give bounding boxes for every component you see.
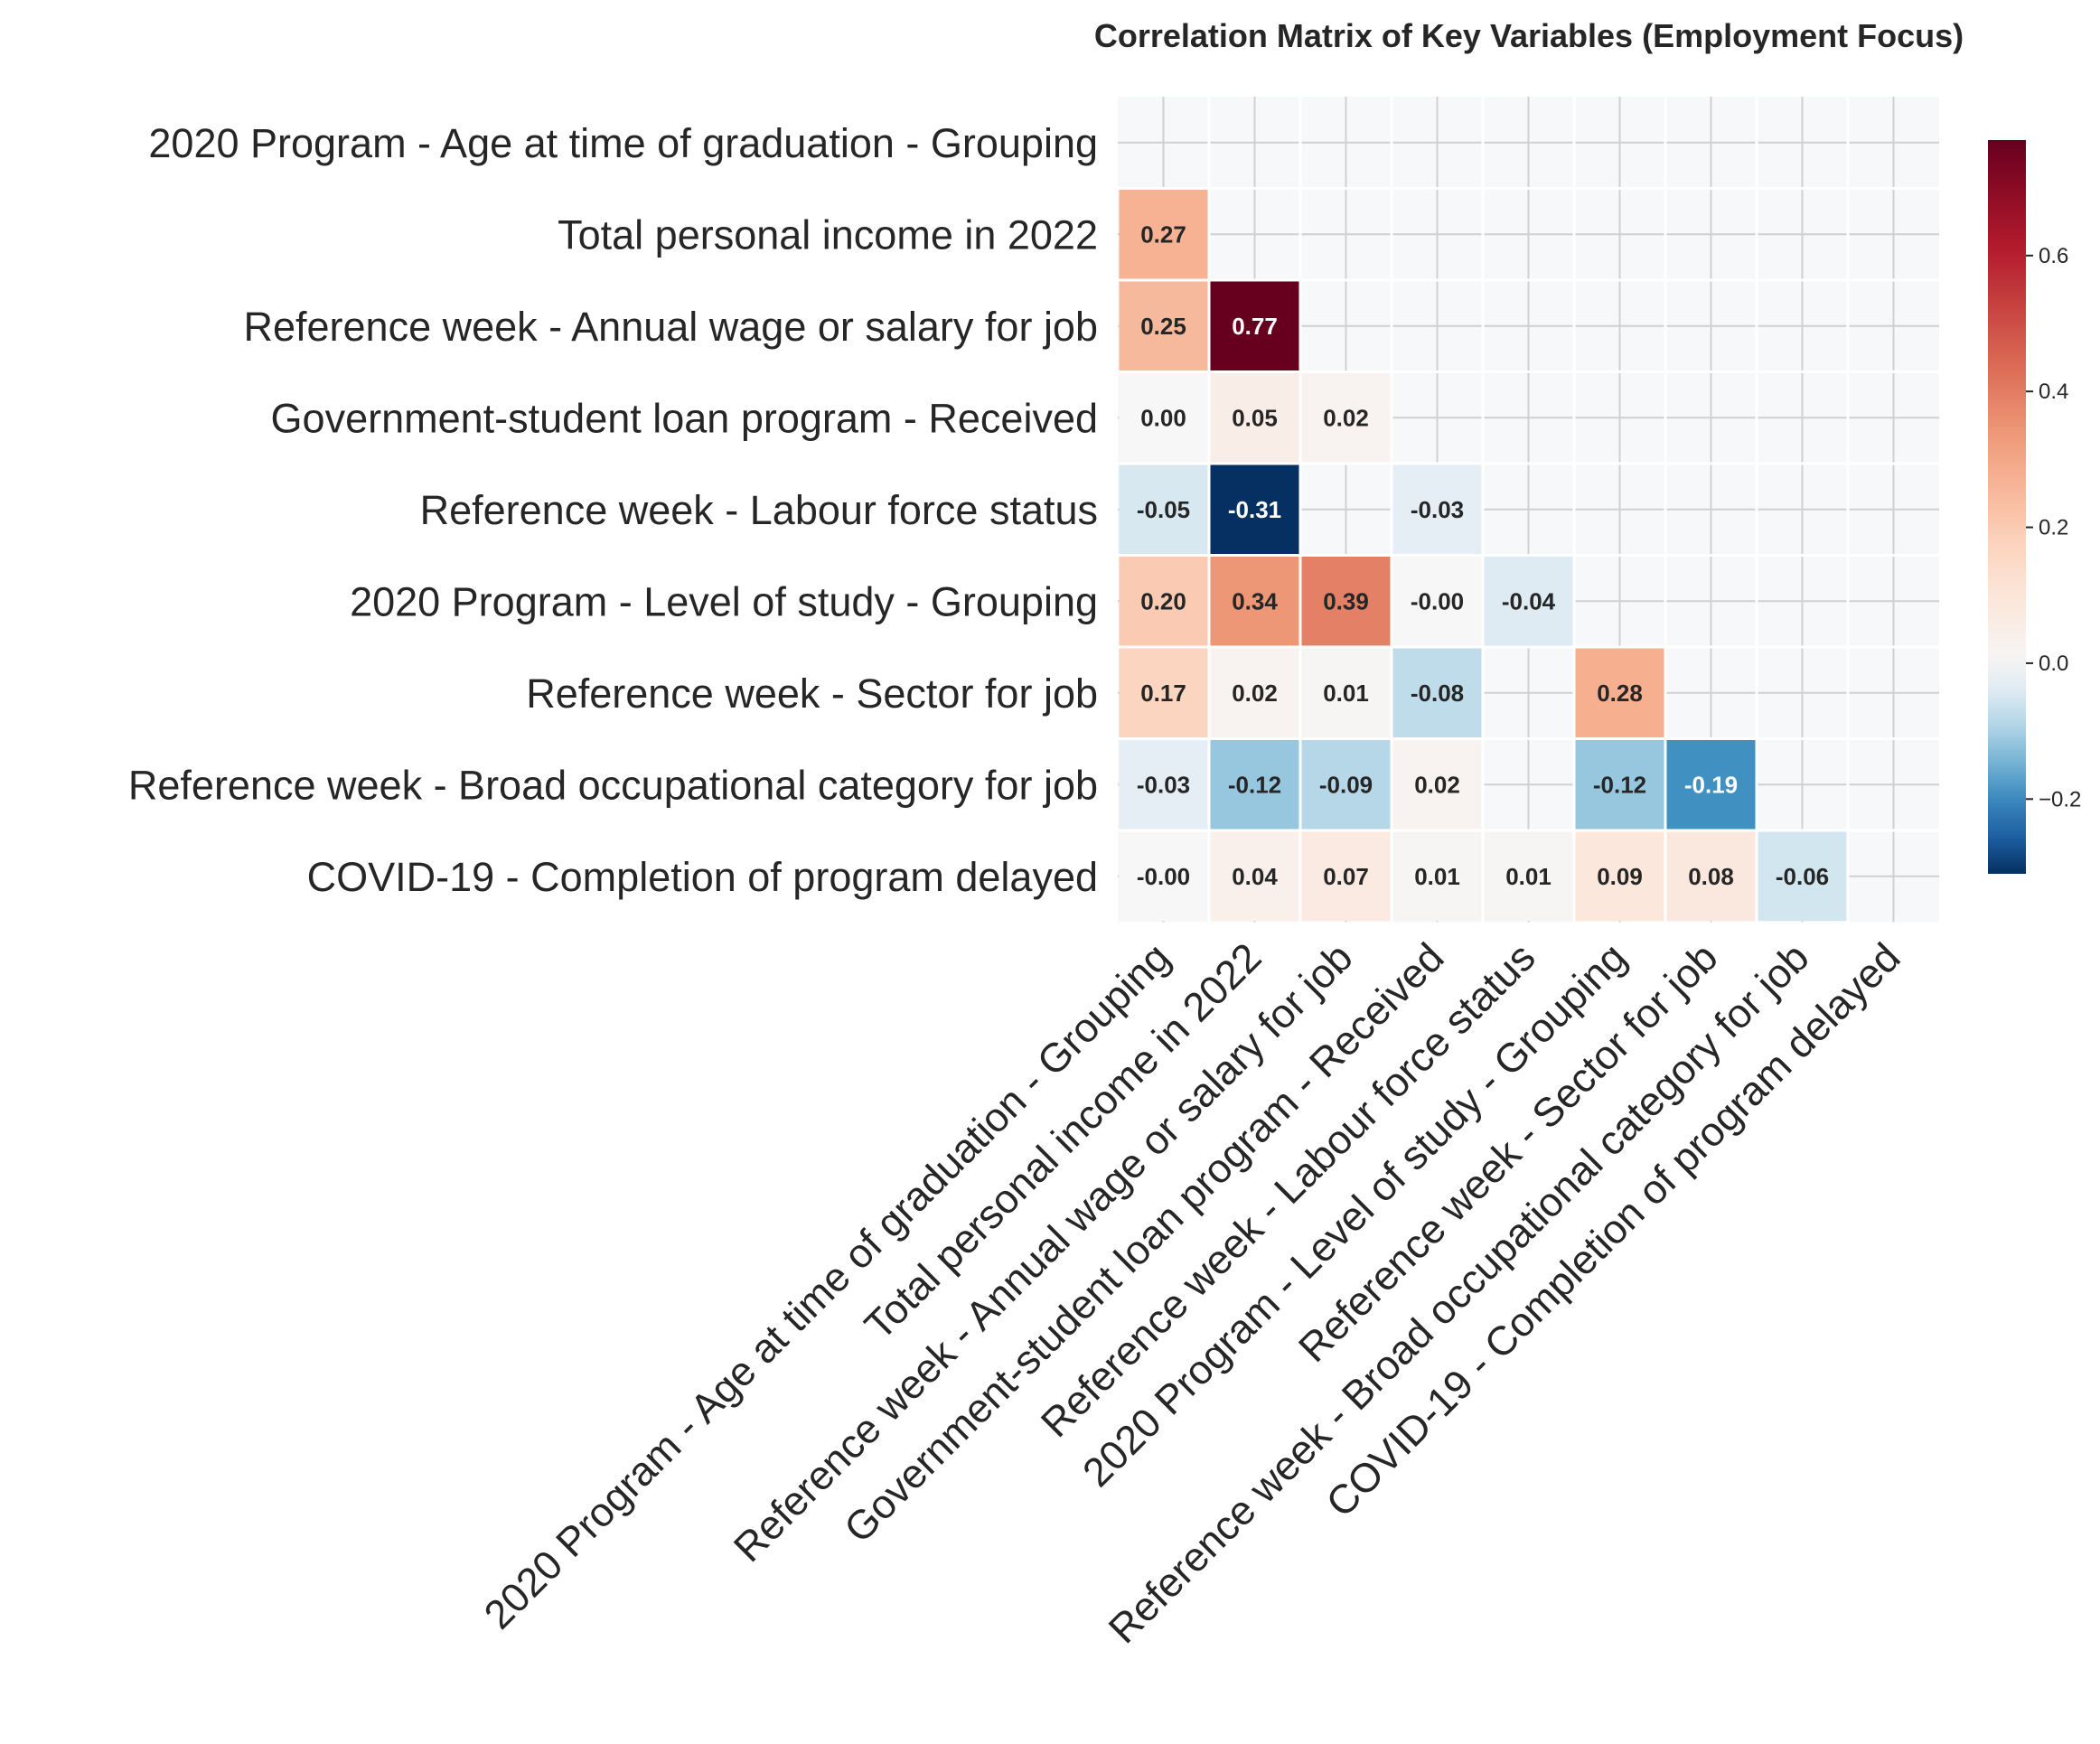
- heatmap-cell: [1301, 740, 1391, 830]
- y-axis-label: Reference week - Broad occupational cate…: [128, 762, 1098, 808]
- heatmap-cell: [1575, 648, 1664, 737]
- cell-value-label: 0.02: [1232, 680, 1278, 707]
- cell-value-label: -0.12: [1593, 771, 1646, 798]
- cell-value-label: -0.04: [1502, 587, 1556, 614]
- heatmap-cell: [1119, 464, 1208, 554]
- colorbar-tick-label: 0.6: [2039, 244, 2068, 268]
- heatmap-cell: [1392, 464, 1482, 554]
- cell-value-label: 0.28: [1597, 680, 1643, 707]
- cell-value-label: -0.00: [1411, 587, 1464, 614]
- cell-value-label: 0.34: [1232, 587, 1278, 614]
- cell-value-label: -0.05: [1137, 496, 1190, 523]
- heatmap-cell: [1392, 740, 1482, 830]
- cell-value-label: 0.25: [1140, 313, 1186, 340]
- heatmap-cell: [1119, 557, 1208, 646]
- cell-value-label: 0.07: [1323, 863, 1369, 890]
- heatmap-cell: [1210, 464, 1299, 554]
- y-axis-label: Government-student loan program - Receiv…: [271, 395, 1098, 441]
- heatmap-cell: [1575, 831, 1664, 921]
- cell-value-label: -0.06: [1776, 863, 1829, 890]
- y-axis-labels: 2020 Program - Age at time of graduation…: [128, 120, 1098, 900]
- heatmap-cell: [1392, 557, 1482, 646]
- y-axis-label: Reference week - Annual wage or salary f…: [243, 304, 1098, 350]
- cell-value-label: 0.01: [1414, 863, 1460, 890]
- cell-value-label: 0.17: [1140, 680, 1186, 707]
- heatmap-cell: [1301, 831, 1391, 921]
- x-axis-labels: 2020 Program - Age at time of graduation…: [475, 934, 1909, 1653]
- chart-title: Correlation Matrix of Key Variables (Emp…: [1094, 17, 1964, 54]
- heatmap-cell: [1210, 831, 1299, 921]
- cell-value-label: 0.02: [1414, 771, 1460, 798]
- cell-value-label: 0.01: [1323, 680, 1369, 707]
- colorbar-tick-label: 0.0: [2039, 652, 2068, 676]
- heatmap-cell: [1119, 373, 1208, 463]
- y-axis-label: Reference week - Labour force status: [420, 487, 1098, 533]
- cell-value-label: 0.04: [1232, 863, 1278, 890]
- heatmap-cells: [1119, 190, 1847, 921]
- colorbar-tick-label: −0.2: [2039, 787, 2081, 811]
- heatmap-cell: [1119, 831, 1208, 921]
- heatmap-cell: [1484, 831, 1573, 921]
- colorbar: −0.2 0.0 0.2 0.4 0.6: [1988, 140, 2081, 874]
- cell-value-label: 0.77: [1232, 313, 1278, 340]
- heatmap-cell: [1575, 740, 1664, 830]
- cell-value-label: 0.05: [1232, 404, 1278, 431]
- cell-value-label: -0.03: [1137, 771, 1190, 798]
- y-axis-label: Reference week - Sector for job: [526, 670, 1098, 717]
- cell-value-label: 0.09: [1597, 863, 1643, 890]
- colorbar-gradient: [1988, 140, 2026, 874]
- cell-value-label: 0.00: [1140, 404, 1186, 431]
- heatmap-cell: [1210, 557, 1299, 646]
- heatmap-cell: [1210, 281, 1299, 370]
- y-axis-label: 2020 Program - Level of study - Grouping: [350, 578, 1098, 624]
- y-axis-label: 2020 Program - Age at time of graduation…: [148, 120, 1098, 166]
- heatmap-cell: [1758, 831, 1847, 921]
- heatmap-cell: [1392, 648, 1482, 737]
- colorbar-tick-label: 0.4: [2039, 380, 2068, 404]
- heatmap-cell: [1210, 373, 1299, 463]
- heatmap-cell: [1666, 740, 1756, 830]
- cell-value-label: -0.19: [1684, 771, 1738, 798]
- heatmap-cell: [1666, 831, 1756, 921]
- cell-value-label: -0.09: [1319, 771, 1373, 798]
- heatmap-cell: [1301, 557, 1391, 646]
- heatmap-cell: [1119, 190, 1208, 279]
- heatmap-cell: [1301, 648, 1391, 737]
- cell-value-label: -0.12: [1228, 771, 1281, 798]
- cell-value-label: -0.31: [1228, 496, 1281, 523]
- cell-value-label: 0.08: [1688, 863, 1734, 890]
- heatmap-cell: [1119, 648, 1208, 737]
- cell-value-label: 0.20: [1140, 587, 1186, 614]
- cell-value-label: -0.03: [1411, 496, 1464, 523]
- cell-value-label: 0.02: [1323, 404, 1369, 431]
- cell-value-label: 0.01: [1505, 863, 1552, 890]
- heatmap-cell: [1210, 648, 1299, 737]
- y-axis-label: COVID-19 - Completion of program delayed: [307, 854, 1098, 900]
- heatmap-cell: [1301, 373, 1391, 463]
- cell-value-label: -0.08: [1411, 680, 1464, 707]
- cell-value-label: -0.00: [1137, 863, 1190, 890]
- heatmap-cell: [1119, 281, 1208, 370]
- y-axis-label: Total personal income in 2022: [558, 211, 1098, 258]
- cell-value-label: 0.27: [1140, 220, 1186, 248]
- heatmap-cell: [1392, 831, 1482, 921]
- heatmap-cell: [1119, 740, 1208, 830]
- cell-value-labels: 0.27 0.25 0.77 0.00 0.05 0.02 -0.05 -0.31 -0.03 0…: [1137, 220, 1829, 890]
- heatmap-cell: [1210, 740, 1299, 830]
- colorbar-tick-label: 0.2: [2039, 516, 2068, 540]
- heatmap-cell: [1484, 557, 1573, 646]
- cell-value-label: 0.39: [1323, 587, 1369, 614]
